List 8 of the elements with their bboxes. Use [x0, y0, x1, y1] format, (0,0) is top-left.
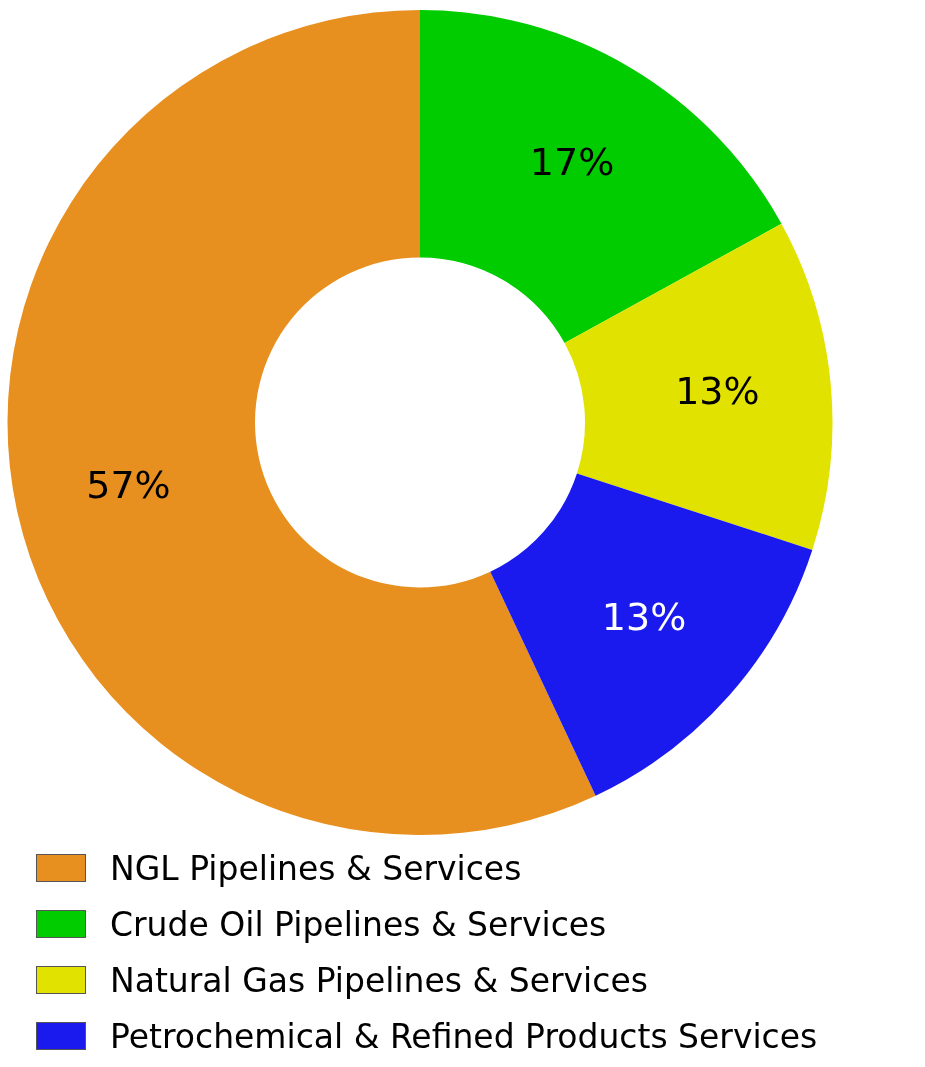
legend-label: NGL Pipelines & Services	[110, 848, 522, 888]
legend-label: Petrochemical & Refined Products Services	[110, 1016, 818, 1056]
data-label: 57%	[86, 462, 171, 507]
legend-label: Crude Oil Pipelines & Services	[110, 904, 607, 944]
data-label: 13%	[601, 594, 687, 639]
legend-label: Natural Gas Pipelines & Services	[110, 960, 648, 1000]
data-label: 13%	[675, 369, 760, 414]
data-label: 17%	[529, 140, 615, 185]
